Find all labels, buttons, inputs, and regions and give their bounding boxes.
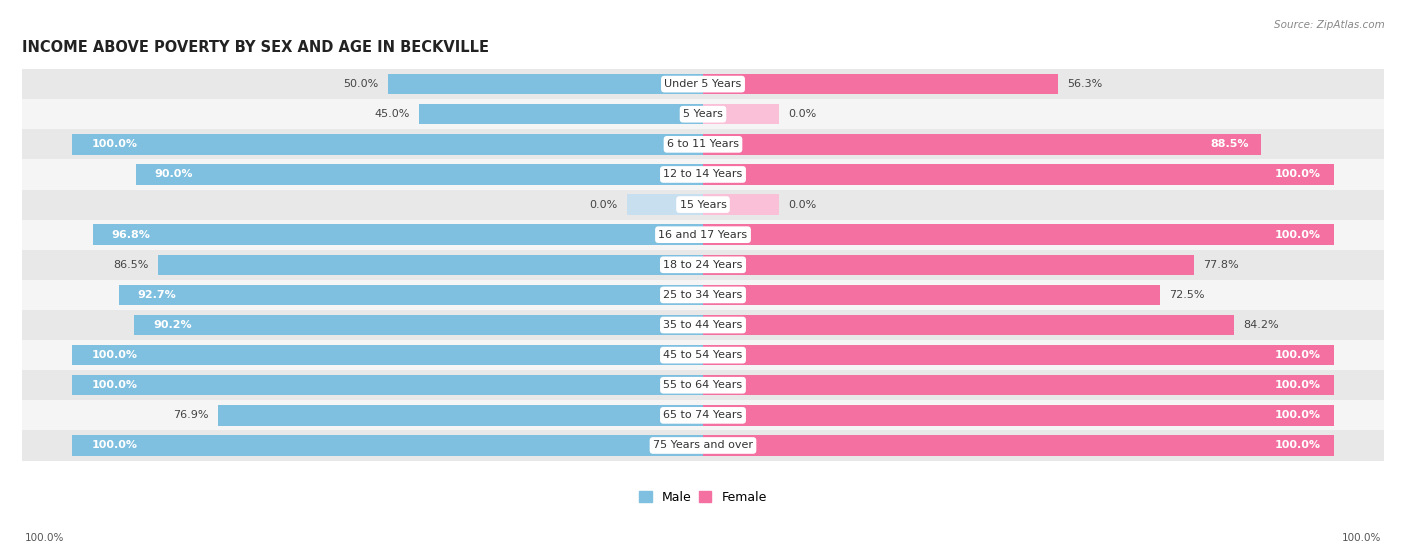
Text: 0.0%: 0.0% xyxy=(789,109,817,119)
Bar xyxy=(10,310,1396,340)
Legend: Male, Female: Male, Female xyxy=(634,486,772,509)
Bar xyxy=(703,435,1333,456)
Bar xyxy=(10,190,1396,220)
Bar xyxy=(703,134,1261,155)
Bar xyxy=(627,195,703,215)
Text: 50.0%: 50.0% xyxy=(343,79,378,89)
Text: 56.3%: 56.3% xyxy=(1067,79,1102,89)
Bar xyxy=(134,315,703,335)
Text: 100.0%: 100.0% xyxy=(1275,230,1320,240)
Text: 100.0%: 100.0% xyxy=(1275,440,1320,451)
Bar xyxy=(703,104,779,125)
Bar xyxy=(10,250,1396,280)
Text: 100.0%: 100.0% xyxy=(91,350,138,360)
Bar xyxy=(703,405,1333,425)
Bar xyxy=(703,195,779,215)
Text: 5 Years: 5 Years xyxy=(683,109,723,119)
Bar xyxy=(10,280,1396,310)
Text: 75 Years and over: 75 Years and over xyxy=(652,440,754,451)
Bar xyxy=(73,375,703,395)
Text: 45 to 54 Years: 45 to 54 Years xyxy=(664,350,742,360)
Bar xyxy=(10,99,1396,129)
Bar xyxy=(10,370,1396,400)
Text: 12 to 14 Years: 12 to 14 Years xyxy=(664,169,742,179)
Text: 55 to 64 Years: 55 to 64 Years xyxy=(664,380,742,390)
Bar xyxy=(73,134,703,155)
Bar xyxy=(703,285,1160,305)
Text: 92.7%: 92.7% xyxy=(138,290,176,300)
Bar xyxy=(10,430,1396,461)
Text: 18 to 24 Years: 18 to 24 Years xyxy=(664,260,742,270)
Bar xyxy=(10,340,1396,370)
Bar xyxy=(73,435,703,456)
Bar xyxy=(10,220,1396,250)
Text: 72.5%: 72.5% xyxy=(1170,290,1205,300)
Text: INCOME ABOVE POVERTY BY SEX AND AGE IN BECKVILLE: INCOME ABOVE POVERTY BY SEX AND AGE IN B… xyxy=(22,40,489,55)
Bar xyxy=(10,159,1396,190)
Bar xyxy=(10,129,1396,159)
Text: 25 to 34 Years: 25 to 34 Years xyxy=(664,290,742,300)
Text: 100.0%: 100.0% xyxy=(1275,380,1320,390)
Text: 100.0%: 100.0% xyxy=(91,139,138,149)
Text: 90.2%: 90.2% xyxy=(153,320,191,330)
Text: Under 5 Years: Under 5 Years xyxy=(665,79,741,89)
Text: 15 Years: 15 Years xyxy=(679,200,727,210)
Text: 100.0%: 100.0% xyxy=(1275,410,1320,420)
Bar xyxy=(73,345,703,366)
Text: 100.0%: 100.0% xyxy=(1275,169,1320,179)
Text: 100.0%: 100.0% xyxy=(91,380,138,390)
Text: 100.0%: 100.0% xyxy=(1341,533,1381,543)
Text: 100.0%: 100.0% xyxy=(1275,350,1320,360)
Bar xyxy=(703,345,1333,366)
Text: 84.2%: 84.2% xyxy=(1243,320,1279,330)
Text: 77.8%: 77.8% xyxy=(1204,260,1239,270)
Bar xyxy=(419,104,703,125)
Bar xyxy=(388,74,703,94)
Text: 88.5%: 88.5% xyxy=(1211,139,1249,149)
Bar xyxy=(703,254,1194,275)
Bar xyxy=(703,315,1234,335)
Bar xyxy=(157,254,703,275)
Bar xyxy=(10,69,1396,99)
Text: 35 to 44 Years: 35 to 44 Years xyxy=(664,320,742,330)
Text: 65 to 74 Years: 65 to 74 Years xyxy=(664,410,742,420)
Text: Source: ZipAtlas.com: Source: ZipAtlas.com xyxy=(1274,20,1385,30)
Text: 100.0%: 100.0% xyxy=(91,440,138,451)
Bar xyxy=(218,405,703,425)
Bar xyxy=(135,164,703,184)
Text: 0.0%: 0.0% xyxy=(789,200,817,210)
Text: 96.8%: 96.8% xyxy=(111,230,150,240)
Text: 6 to 11 Years: 6 to 11 Years xyxy=(666,139,740,149)
Bar xyxy=(703,225,1333,245)
Text: 100.0%: 100.0% xyxy=(25,533,65,543)
Text: 76.9%: 76.9% xyxy=(173,410,208,420)
Text: 0.0%: 0.0% xyxy=(589,200,617,210)
Text: 90.0%: 90.0% xyxy=(155,169,193,179)
Text: 86.5%: 86.5% xyxy=(112,260,148,270)
Bar xyxy=(703,74,1057,94)
Bar xyxy=(703,164,1333,184)
Text: 16 and 17 Years: 16 and 17 Years xyxy=(658,230,748,240)
Bar xyxy=(10,400,1396,430)
Bar xyxy=(93,225,703,245)
Bar xyxy=(118,285,703,305)
Bar xyxy=(703,375,1333,395)
Text: 45.0%: 45.0% xyxy=(374,109,409,119)
